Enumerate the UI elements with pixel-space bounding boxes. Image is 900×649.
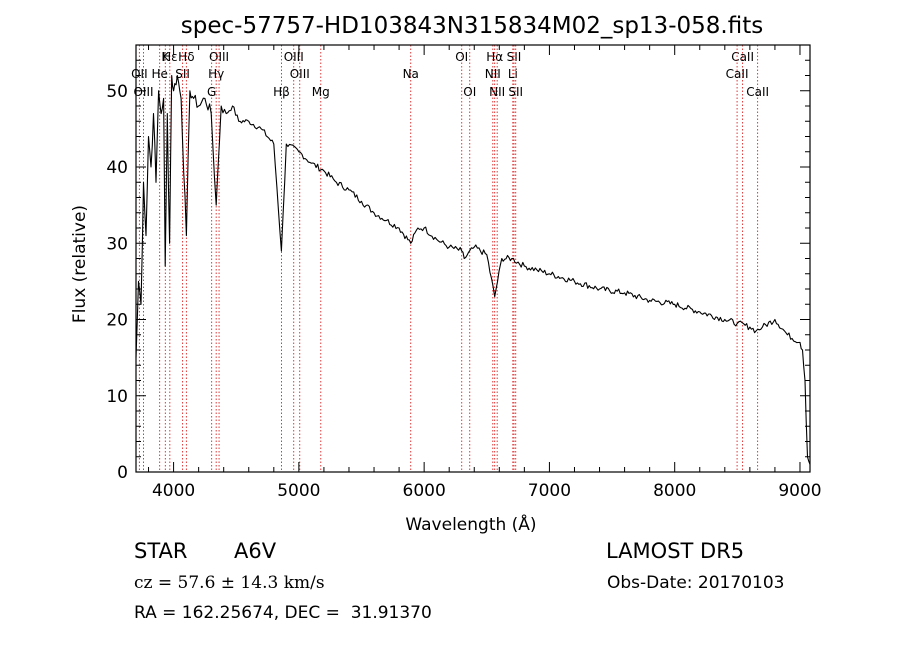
line-label-g: G xyxy=(207,85,216,99)
x-tick-label: 6000 xyxy=(403,481,446,501)
line-label-hδ: Hδ xyxy=(178,50,194,64)
x-tick-label: 4000 xyxy=(152,481,195,501)
line-label-oiii: OIII xyxy=(290,67,310,81)
coordinates: RA = 162.25674, DEC = 31.91370 xyxy=(134,603,432,623)
x-tick-label: 9000 xyxy=(778,481,821,501)
redshift-velocity: cz = 57.6 ± 14.3 km/s xyxy=(134,573,325,593)
y-tick-label: 10 xyxy=(106,387,128,407)
y-axis-label: Flux (relative) xyxy=(70,205,90,323)
line-label-na: Na xyxy=(403,67,419,81)
line-label-oiii: OIII xyxy=(209,50,229,64)
x-axis-label: Wavelength (Å) xyxy=(405,513,536,535)
plot-frame xyxy=(135,44,811,473)
line-label-sii: SII xyxy=(175,67,190,81)
line-label-hβ: Hβ xyxy=(273,85,290,99)
observation-date: Obs-Date: 20170103 xyxy=(607,573,785,593)
line-label-oiii: OIII xyxy=(284,50,304,64)
survey-name: LAMOST DR5 xyxy=(606,539,745,563)
spectrum-line xyxy=(135,74,811,465)
x-tick-label: 7000 xyxy=(528,481,571,501)
line-label-caii: CaII xyxy=(731,50,754,64)
line-label-oii: OII xyxy=(131,67,148,81)
line-label-li: Li xyxy=(508,67,518,81)
x-tick-label: 8000 xyxy=(653,481,696,501)
y-tick-label: 20 xyxy=(106,311,128,331)
axis-ticks: 4000 5000 6000 7000 8000 9000 0 10 20 30 40 50 xyxy=(106,45,822,501)
line-label-nii: NII xyxy=(489,85,505,99)
chart-title: spec-57757-HD103843N315834M02_sp13-058.f… xyxy=(181,13,763,39)
line-label-he: He xyxy=(151,67,167,81)
line-label-sii: SII xyxy=(507,50,522,64)
line-label-oi: OI xyxy=(463,85,476,99)
line-label-hα: Hα xyxy=(486,50,503,64)
line-label-hγ: Hγ xyxy=(208,67,224,81)
line-label-oi: OI xyxy=(455,50,468,64)
y-tick-label: 40 xyxy=(106,158,128,178)
line-label-oiii: OIII xyxy=(133,85,153,99)
line-label-sii: SII xyxy=(508,85,523,99)
object-subclass: A6V xyxy=(234,539,277,563)
line-label-mg: Mg xyxy=(312,85,330,99)
line-label-k: K xyxy=(161,50,170,64)
x-tick-label: 5000 xyxy=(277,481,320,501)
line-label-caii: CaII xyxy=(726,67,749,81)
y-tick-label: 50 xyxy=(106,82,128,102)
line-label-caii: CaII xyxy=(746,85,769,99)
y-tick-label: 30 xyxy=(106,234,128,254)
y-tick-label: 0 xyxy=(117,463,128,483)
object-class: STAR xyxy=(134,539,188,563)
line-label-nii: NII xyxy=(485,67,501,81)
